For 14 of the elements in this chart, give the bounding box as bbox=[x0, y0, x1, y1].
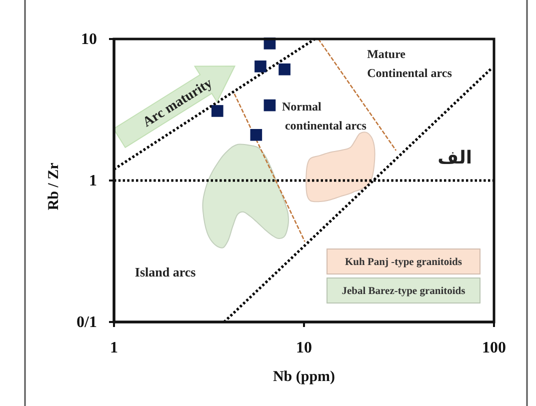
x-tick-label: 100 bbox=[482, 339, 506, 356]
x-tick-label: 1 bbox=[110, 339, 118, 356]
x-tick-label: 10 bbox=[296, 339, 312, 356]
text: Jebal Barez-type granitoids bbox=[342, 286, 466, 298]
y-axis-title: Rb / Zr bbox=[46, 162, 62, 210]
text: Kuh Panj -type granitoids bbox=[345, 257, 462, 268]
y-tick-label: 1 bbox=[89, 172, 97, 190]
annotation: الف bbox=[438, 147, 472, 168]
annotation: Island arcs bbox=[134, 264, 196, 280]
annotation: Mature Continental arcs bbox=[367, 47, 452, 80]
y-tick-label: 10 bbox=[81, 31, 97, 48]
y-tick-label: 0/1 bbox=[76, 314, 97, 332]
annotation: Normal continental arcs bbox=[282, 99, 367, 132]
x-axis-title: Nb (ppm) bbox=[272, 369, 336, 385]
